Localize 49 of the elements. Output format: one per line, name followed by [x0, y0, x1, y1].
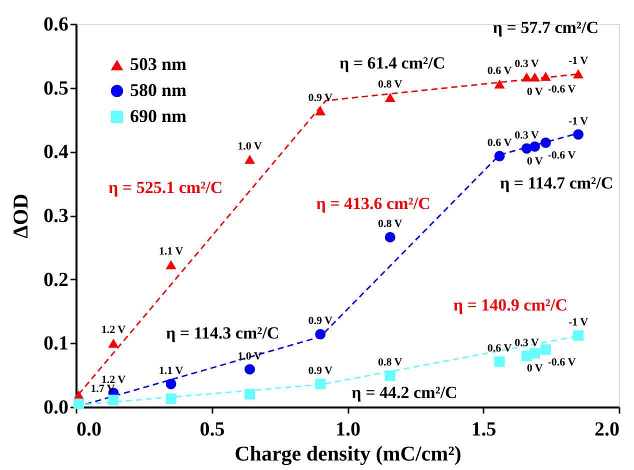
annotation: 0.3 V [514, 58, 539, 70]
annotation: 0.6 V [487, 137, 512, 150]
x-tick-label: 0.0 [76, 418, 102, 440]
x-tick-label: 0.5 [200, 418, 225, 440]
annotation: 0.8 V [378, 78, 402, 90]
annotation: η = 61.4 cm²/C [339, 53, 446, 72]
annotation: 0.8 V [378, 356, 402, 369]
annotation: -1 V [568, 115, 588, 128]
annotation: η = 413.6 cm²/C [316, 194, 430, 214]
annotation: 0 V [526, 86, 543, 98]
x-tick-label: 2.0 [594, 418, 620, 440]
annotation: 0.9 V [308, 365, 333, 378]
annotation: η = 114.7 cm²/C [500, 174, 614, 193]
y-tick-label: 0.1 [44, 332, 68, 355]
annotation: 0.9 V [308, 92, 333, 104]
x-tick-label: 1.5 [471, 418, 496, 440]
annotation: 0 V [526, 362, 543, 374]
annotation: 0.8 V [378, 218, 402, 230]
y-tick-label: 0.4 [44, 141, 68, 164]
annotation: 1.2 V [101, 324, 126, 336]
annotation: 0.3 V [514, 129, 539, 142]
annotation: -1 V [568, 54, 588, 67]
y-axis-title: ΔOD [8, 194, 32, 238]
annotation: -0.6 V [548, 83, 576, 96]
annotation: 1.0 V [238, 140, 262, 152]
annotation: 1.1 V [158, 246, 184, 258]
annotation: 1.1 V [158, 365, 184, 378]
legend-label: 580 nm [130, 80, 187, 100]
annotation: η = 114.3 cm²/C [166, 323, 280, 342]
annotation: η = 525.1 cm²/C [108, 178, 223, 197]
y-tick-label: 0.6 [44, 14, 68, 36]
annotation: -1 V [568, 316, 588, 329]
x-tick-label: 1.0 [336, 418, 360, 440]
y-tick-label: 0.0 [44, 396, 68, 418]
annotation: 0 V [526, 156, 543, 168]
annotation: η = 140.9 cm²/C [453, 296, 568, 315]
annotation: η = 57.7 cm²/C [492, 18, 599, 37]
x-axis-title: Charge density (mC/cm²) [234, 442, 462, 466]
legend-label: 503 nm [130, 54, 187, 74]
legend-label: 690 nm [130, 106, 187, 126]
y-tick-label: 0.5 [44, 77, 68, 100]
annotation: -0.6 V [548, 356, 576, 369]
annotation: 0.6 V [487, 342, 512, 355]
annotation: η = 44.2 cm²/C [352, 382, 458, 402]
y-tick-label: 0.3 [44, 205, 68, 227]
y-tick-label: 0.2 [44, 268, 68, 291]
annotation: 0.6 V [487, 65, 512, 78]
annotation: 0.9 V [308, 315, 333, 328]
annotation: -0.6 V [548, 150, 576, 162]
